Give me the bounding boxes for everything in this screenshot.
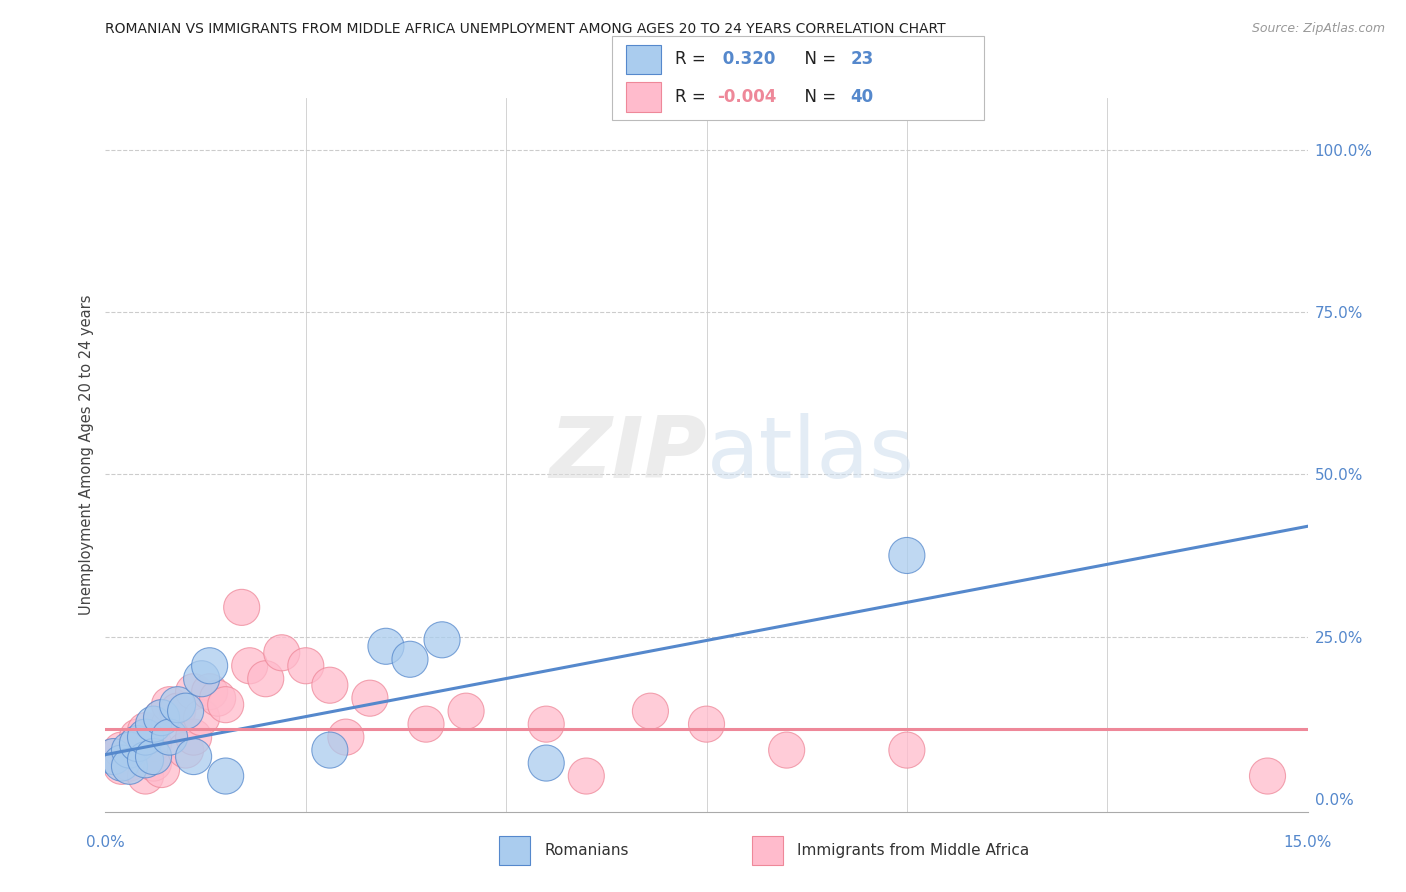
Ellipse shape — [633, 693, 668, 729]
Ellipse shape — [159, 687, 195, 723]
Ellipse shape — [128, 713, 163, 748]
Ellipse shape — [312, 732, 347, 768]
Ellipse shape — [408, 706, 444, 742]
Text: Immigrants from Middle Africa: Immigrants from Middle Africa — [797, 843, 1029, 858]
Ellipse shape — [143, 752, 180, 788]
Ellipse shape — [143, 699, 180, 736]
Text: N =: N = — [794, 87, 842, 106]
Ellipse shape — [120, 719, 156, 756]
Ellipse shape — [104, 748, 139, 784]
Ellipse shape — [128, 719, 163, 756]
Ellipse shape — [288, 648, 323, 684]
Ellipse shape — [184, 699, 219, 736]
Ellipse shape — [247, 661, 284, 697]
Ellipse shape — [128, 758, 163, 794]
Ellipse shape — [135, 725, 172, 762]
Ellipse shape — [176, 719, 212, 756]
Ellipse shape — [111, 732, 148, 768]
Ellipse shape — [167, 693, 204, 729]
Ellipse shape — [889, 538, 925, 574]
Text: ROMANIAN VS IMMIGRANTS FROM MIDDLE AFRICA UNEMPLOYMENT AMONG AGES 20 TO 24 YEARS: ROMANIAN VS IMMIGRANTS FROM MIDDLE AFRIC… — [105, 22, 946, 37]
Text: 40: 40 — [851, 87, 873, 106]
Ellipse shape — [200, 681, 236, 716]
Ellipse shape — [191, 648, 228, 684]
Ellipse shape — [152, 706, 187, 742]
Ellipse shape — [352, 681, 388, 716]
Ellipse shape — [529, 745, 564, 781]
Ellipse shape — [184, 661, 219, 697]
Ellipse shape — [128, 742, 163, 778]
Ellipse shape — [96, 739, 132, 774]
Ellipse shape — [1250, 758, 1285, 794]
Ellipse shape — [159, 693, 195, 729]
Ellipse shape — [111, 739, 148, 774]
Text: -0.004: -0.004 — [717, 87, 776, 106]
Ellipse shape — [232, 648, 267, 684]
Text: atlas: atlas — [707, 413, 914, 497]
Ellipse shape — [449, 693, 484, 729]
Text: N =: N = — [794, 50, 842, 69]
Ellipse shape — [264, 635, 299, 671]
Ellipse shape — [120, 725, 156, 762]
Ellipse shape — [425, 622, 460, 657]
Text: ZIP: ZIP — [548, 413, 707, 497]
Text: 15.0%: 15.0% — [1284, 836, 1331, 850]
Text: Romanians: Romanians — [544, 843, 628, 858]
Ellipse shape — [120, 725, 156, 762]
Text: Source: ZipAtlas.com: Source: ZipAtlas.com — [1251, 22, 1385, 36]
Ellipse shape — [392, 641, 427, 677]
Ellipse shape — [152, 719, 187, 756]
Ellipse shape — [208, 687, 243, 723]
Ellipse shape — [224, 590, 260, 625]
Ellipse shape — [312, 667, 347, 703]
Ellipse shape — [176, 673, 212, 710]
Ellipse shape — [191, 673, 228, 710]
Ellipse shape — [135, 706, 172, 742]
Ellipse shape — [104, 745, 139, 781]
Ellipse shape — [167, 732, 204, 768]
Text: 23: 23 — [851, 50, 875, 69]
Text: 0.320: 0.320 — [717, 50, 776, 69]
Ellipse shape — [529, 706, 564, 742]
Ellipse shape — [328, 719, 364, 756]
Ellipse shape — [96, 739, 132, 774]
Ellipse shape — [689, 706, 724, 742]
Ellipse shape — [368, 628, 404, 665]
Ellipse shape — [104, 732, 139, 768]
Y-axis label: Unemployment Among Ages 20 to 24 years: Unemployment Among Ages 20 to 24 years — [79, 294, 94, 615]
Ellipse shape — [135, 739, 172, 774]
Ellipse shape — [152, 687, 187, 723]
Ellipse shape — [176, 739, 212, 774]
Ellipse shape — [889, 732, 925, 768]
Text: 0.0%: 0.0% — [86, 836, 125, 850]
Text: R =: R = — [675, 87, 711, 106]
Ellipse shape — [769, 732, 804, 768]
Ellipse shape — [111, 745, 148, 781]
Text: R =: R = — [675, 50, 711, 69]
Ellipse shape — [208, 758, 243, 794]
Ellipse shape — [143, 699, 180, 736]
Ellipse shape — [111, 748, 148, 784]
Ellipse shape — [568, 758, 605, 794]
Ellipse shape — [135, 745, 172, 781]
